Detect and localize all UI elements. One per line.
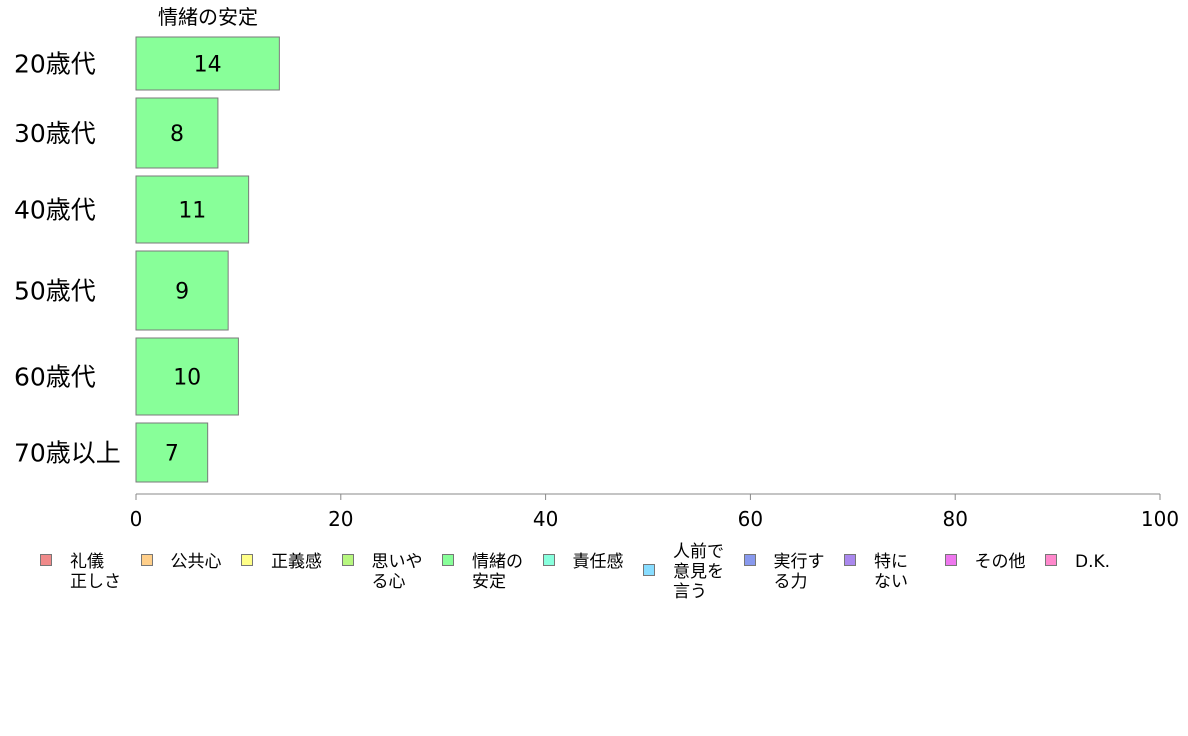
legend-item: 正義感	[241, 540, 322, 572]
legend-swatch	[40, 554, 52, 566]
legend-swatch	[643, 564, 655, 576]
bar-70歳以上	[135, 422, 209, 483]
bar-value-label: 8	[170, 122, 184, 147]
bar-40歳代	[135, 175, 250, 244]
bar-value-label: 14	[194, 53, 222, 78]
bar-value-label: 11	[178, 199, 206, 224]
legend-item: 情緒の 安定	[442, 540, 523, 592]
bar-value-label: 7	[165, 442, 179, 467]
category-label: 30歳代	[14, 119, 96, 148]
x-tick-label: 100	[1141, 507, 1179, 531]
legend-label: その他	[974, 552, 1026, 572]
legend-item: 思いや る心	[341, 540, 423, 592]
legend-label: D.K.	[1075, 552, 1111, 572]
legend-label: 特に ない	[874, 552, 908, 592]
legend-swatch	[844, 554, 856, 566]
bar-50歳代	[135, 250, 229, 331]
legend-label: 礼儀 正しさ	[70, 552, 121, 592]
x-tick-label: 0	[130, 507, 143, 531]
x-tick-label: 80	[942, 507, 967, 531]
legend-label: 思いや る心	[371, 552, 423, 592]
bar-value-label: 9	[175, 280, 189, 305]
x-tick-label: 20	[328, 507, 353, 531]
legend-label: 公共心	[170, 552, 222, 572]
legend-swatch	[1045, 554, 1057, 566]
bar-20歳代	[135, 36, 280, 91]
category-label: 40歳代	[14, 196, 96, 225]
bar-30歳代	[135, 97, 219, 169]
chart-title: 情緒の安定	[158, 5, 258, 29]
category-label: 50歳代	[14, 277, 96, 306]
legend-swatch	[341, 554, 354, 566]
legend-item: 実行す る力	[743, 540, 825, 592]
legend-label: 実行す る力	[773, 552, 825, 592]
legend-item: 礼儀 正しさ	[40, 540, 121, 592]
legend-swatch	[743, 554, 756, 566]
legend-item: 公共心	[140, 540, 222, 572]
x-tick-label: 40	[533, 507, 558, 531]
legend-item: 特に ない	[844, 540, 908, 592]
legend-swatch	[944, 554, 957, 566]
category-label: 70歳以上	[14, 439, 121, 468]
x-tick-label: 60	[738, 507, 763, 531]
legend-label: 正義感	[271, 552, 322, 572]
legend-item: その他	[944, 540, 1026, 572]
legend-item: 人前で 意見を 言う	[643, 540, 724, 602]
bar-60歳代	[135, 337, 239, 416]
legend-swatch	[542, 554, 555, 566]
legend-item: 責任感	[542, 540, 624, 572]
x-axis: 0 20 40 60 80 100	[130, 493, 1179, 531]
legend-label: 責任感	[572, 552, 624, 572]
legend-swatch	[140, 554, 153, 566]
legend-label: 人前で 意見を 言う	[673, 542, 724, 602]
legend: 礼儀 正しさ 公共心 正義感 思いや る心 情緒の 安定 責任感 人前で 意見を 言う 実行す…	[0, 540, 1188, 620]
legend-item: D.K.	[1045, 540, 1110, 572]
legend-swatch	[442, 554, 454, 566]
legend-swatch	[241, 554, 253, 566]
category-label: 60歳代	[14, 363, 96, 392]
bars-group: 14 8 11 9 10 7	[135, 36, 280, 483]
bar-value-label: 10	[173, 366, 201, 391]
legend-label: 情緒の 安定	[472, 552, 523, 592]
category-labels: 20歳代 30歳代 40歳代 50歳代 60歳代 70歳以上	[14, 50, 121, 468]
category-label: 20歳代	[14, 50, 96, 79]
